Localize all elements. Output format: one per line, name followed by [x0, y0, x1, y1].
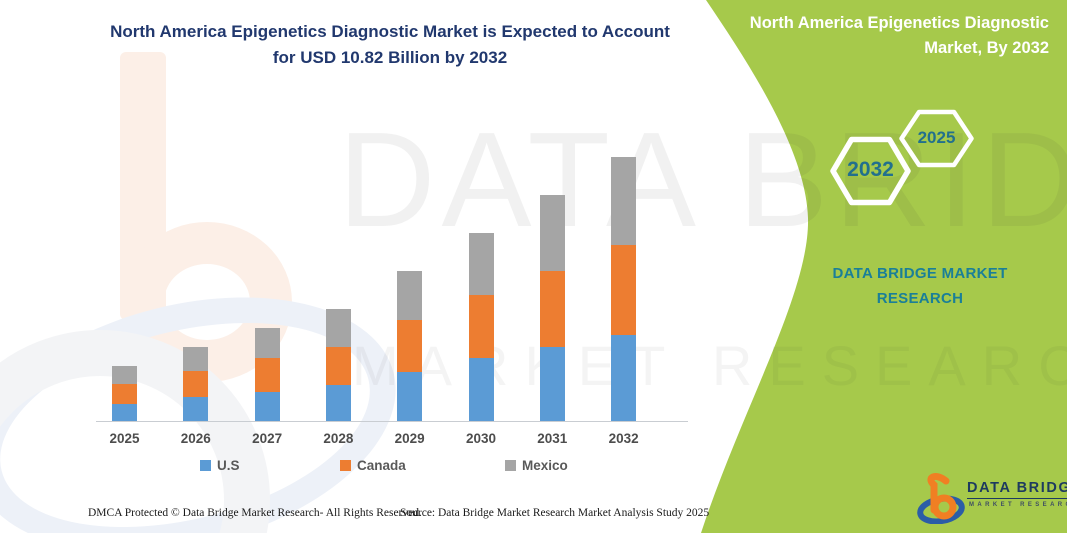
bar-segment-mexico-2032	[611, 156, 637, 246]
bar-segment-canada-2025	[112, 383, 137, 404]
brand-caption: DATA BRIDGE MARKET RESEARCH	[832, 265, 1008, 307]
bar-segment-us-2031	[539, 347, 565, 421]
bar-stack-2032	[611, 156, 637, 421]
x-axis-label-2025: 2025	[109, 431, 140, 446]
bar-segment-us-2025	[112, 403, 137, 421]
bar-segment-canada-2027	[254, 358, 280, 392]
bar-segment-us-2029	[397, 372, 423, 421]
bar-stack-2025	[112, 365, 137, 421]
x-axis-label-2027: 2027	[252, 431, 283, 446]
legend-swatch-icon	[200, 460, 211, 471]
bar-segment-us-2032	[611, 335, 637, 421]
legend-item-mexico: Mexico	[505, 458, 568, 473]
hexagon-year-2032: 2032	[847, 158, 894, 181]
source-note: Source: Data Bridge Market Research Mark…	[400, 507, 710, 519]
data-bridge-b-icon	[917, 472, 965, 524]
bar-segment-mexico-2030	[468, 232, 494, 295]
bar-stack-2026	[183, 347, 209, 421]
bar-segment-canada-2029	[397, 320, 423, 373]
x-axis-line	[96, 421, 688, 422]
data-bridge-logo: DATA BRIDGE MARKET RESEARCH	[915, 468, 1067, 526]
bar-stack-2027	[254, 328, 280, 421]
dmca-notice: DMCA Protected © Data Bridge Market Rese…	[88, 507, 422, 519]
logo-name: DATA BRIDGE	[967, 480, 1067, 499]
bar-segment-mexico-2031	[539, 194, 565, 271]
bar-stack-2028	[325, 309, 351, 421]
bar-segment-us-2027	[254, 391, 280, 421]
legend-label: Mexico	[522, 458, 568, 473]
legend-label: Canada	[357, 458, 406, 473]
banner-heading: North America Epigenetics Diagnostic Mar…	[749, 14, 1049, 57]
x-axis-label-2032: 2032	[608, 431, 639, 446]
hexagon-year-2025: 2025	[917, 128, 956, 147]
x-axis-label-2029: 2029	[394, 431, 425, 446]
bar-segment-canada-2028	[325, 346, 351, 386]
bar-segment-canada-2031	[539, 270, 565, 348]
bar-segment-mexico-2027	[254, 328, 280, 359]
logo-tagline: MARKET RESEARCH	[969, 502, 1067, 508]
page-title: North America Epigenetics Diagnostic Mar…	[110, 22, 670, 67]
bar-segment-us-2028	[325, 385, 351, 421]
bar-segment-canada-2032	[611, 245, 637, 335]
bar-segment-us-2030	[468, 358, 494, 421]
legend-label: U.S	[217, 458, 240, 473]
bar-segment-canada-2030	[468, 294, 494, 359]
bar-stack-2030	[468, 232, 494, 421]
bar-segment-canada-2026	[183, 371, 209, 398]
bar-segment-mexico-2028	[325, 309, 351, 347]
legend-swatch-icon	[340, 460, 351, 471]
x-axis-label-2026: 2026	[180, 431, 211, 446]
bar-segment-us-2026	[183, 397, 209, 421]
legend-item-canada: Canada	[340, 458, 406, 473]
watermark-text-line1: DATA BRIDGE	[338, 104, 1067, 255]
bar-stack-2031	[539, 194, 565, 421]
bar-stack-2029	[397, 270, 423, 421]
bar-segment-mexico-2026	[183, 347, 209, 372]
x-axis-label-2031: 2031	[537, 431, 568, 446]
bar-segment-mexico-2025	[112, 365, 137, 384]
x-axis-label-2030: 2030	[465, 431, 497, 446]
bar-segment-mexico-2029	[397, 270, 423, 321]
legend-swatch-icon	[505, 460, 516, 471]
legend-item-us: U.S	[200, 458, 240, 473]
x-axis-label-2028: 2028	[323, 431, 354, 446]
